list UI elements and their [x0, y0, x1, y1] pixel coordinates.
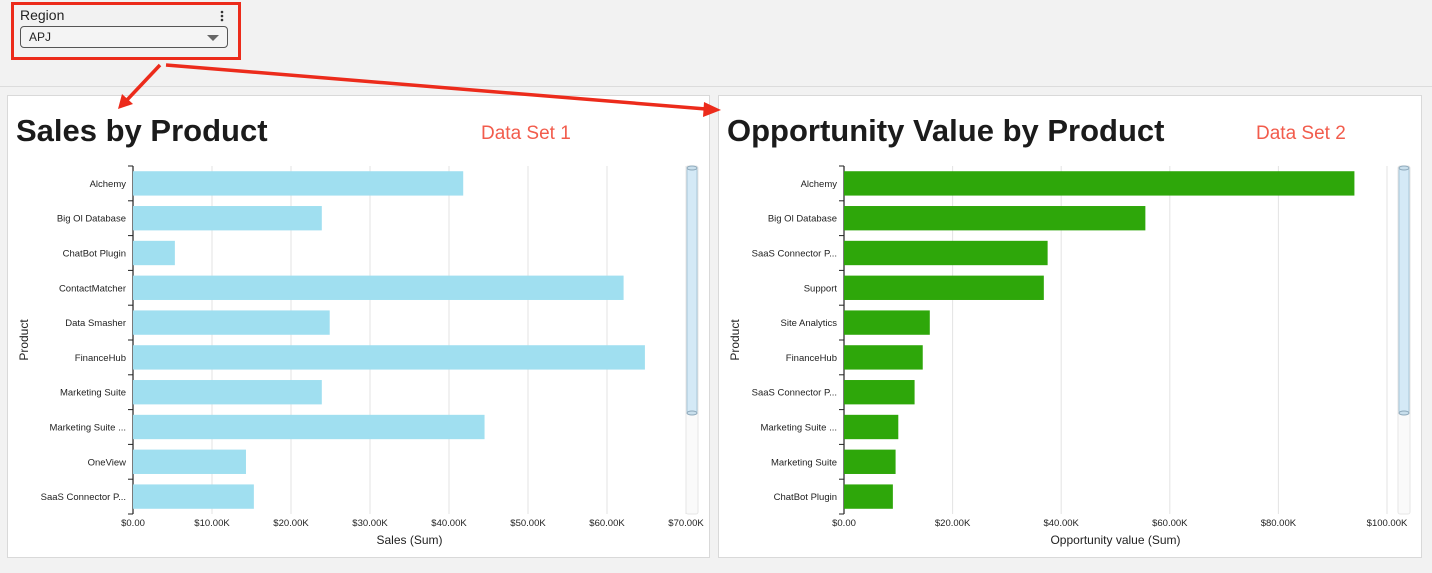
bar: [844, 240, 1048, 266]
bar: [133, 275, 624, 300]
category-label: SaaS Connector P...: [752, 249, 837, 260]
category-label: Big Ol Database: [57, 214, 126, 225]
filter-label: Region: [20, 7, 65, 23]
bar: [133, 310, 330, 335]
x-tick-label: $0.00: [121, 518, 145, 529]
category-label: Marketing Suite: [771, 457, 837, 468]
x-tick-label: $30.00K: [352, 518, 388, 529]
panel-title: Sales by Product: [16, 113, 268, 148]
sales-by-product-panel: Sales by Product Data Set 1 $0.00 $10.00K…: [7, 95, 710, 558]
opportunity-bar-chart: $0.00 $20.00K $40.00K $60.00K $80.00K $100.00…: [728, 165, 1411, 547]
scroll-handle-icon[interactable]: [1398, 410, 1410, 416]
panel-title: Opportunity Value by Product: [727, 113, 1165, 148]
category-label: Data Smasher: [65, 318, 126, 329]
category-label: FinanceHub: [75, 353, 126, 364]
bar: [844, 275, 1044, 300]
filter-highlight-box: [11, 2, 241, 60]
bar: [844, 345, 923, 370]
bar: [133, 345, 645, 370]
x-tick-label: $0.00: [832, 518, 856, 529]
category-label: Marketing Suite ...: [760, 423, 837, 434]
bar: [844, 484, 893, 509]
bar: [844, 206, 1146, 231]
bar: [844, 414, 899, 440]
bar: [133, 171, 464, 196]
sales-bar-chart: $0.00 $10.00K $20.00K $30.00K $40.00K $50.00K…: [17, 165, 704, 547]
category-label: Big Ol Database: [768, 214, 837, 225]
dataset-note: Data Set 2: [1256, 123, 1346, 144]
x-tick-label: $60.00K: [1152, 518, 1188, 529]
bar: [844, 449, 896, 474]
x-tick-label: $40.00K: [431, 518, 467, 529]
x-tick-label: $20.00K: [935, 518, 971, 529]
bar: [133, 449, 246, 474]
bar: [133, 380, 322, 405]
caret-down-icon: [207, 35, 219, 41]
category-label: Marketing Suite ...: [49, 423, 126, 434]
category-label: ChatBot Plugin: [774, 492, 837, 503]
category-label: Site Analytics: [781, 318, 838, 329]
bar: [133, 484, 254, 509]
category-label: ContactMatcher: [59, 283, 126, 294]
region-filter: Region APJ: [14, 4, 240, 58]
x-tick-label: $80.00K: [1261, 518, 1297, 529]
bar: [133, 240, 175, 266]
bar: [844, 310, 930, 335]
chart-scrollbar-thumb[interactable]: [686, 167, 698, 414]
x-tick-label: $10.00K: [194, 518, 230, 529]
category-label: OneView: [88, 457, 127, 468]
bar: [844, 171, 1355, 196]
x-tick-label: $40.00K: [1043, 518, 1079, 529]
region-dropdown-value: APJ: [29, 30, 52, 44]
category-label: Support: [804, 283, 838, 294]
bar: [133, 206, 322, 231]
chart-scrollbar-thumb[interactable]: [1398, 167, 1410, 414]
category-label: Alchemy: [90, 179, 127, 190]
category-label: ChatBot Plugin: [63, 249, 126, 260]
scroll-handle-icon[interactable]: [1398, 165, 1410, 171]
opportunity-value-panel: Opportunity Value by Product Data Set 2 …: [718, 95, 1422, 558]
category-label: Marketing Suite: [60, 388, 126, 399]
x-tick-label: $70.00K: [668, 518, 704, 529]
scroll-handle-icon[interactable]: [686, 165, 698, 171]
bar: [844, 380, 915, 405]
bar: [133, 414, 485, 440]
x-tick-label: $60.00K: [589, 518, 625, 529]
scroll-handle-icon[interactable]: [686, 410, 698, 416]
x-tick-label: $20.00K: [273, 518, 309, 529]
category-label: Alchemy: [801, 179, 838, 190]
category-label: FinanceHub: [786, 353, 837, 364]
x-axis-title: Opportunity value (Sum): [1050, 533, 1180, 547]
x-tick-label: $50.00K: [510, 518, 546, 529]
x-tick-label: $100.00K: [1367, 518, 1408, 529]
y-axis-title: Product: [17, 319, 31, 361]
more-options-icon[interactable]: [214, 8, 230, 24]
dataset-note: Data Set 1: [481, 123, 571, 144]
category-label: SaaS Connector P...: [41, 492, 126, 503]
category-label: SaaS Connector P...: [752, 388, 837, 399]
y-axis-title: Product: [728, 319, 742, 361]
region-dropdown[interactable]: APJ: [20, 26, 228, 48]
x-axis-title: Sales (Sum): [376, 533, 442, 547]
